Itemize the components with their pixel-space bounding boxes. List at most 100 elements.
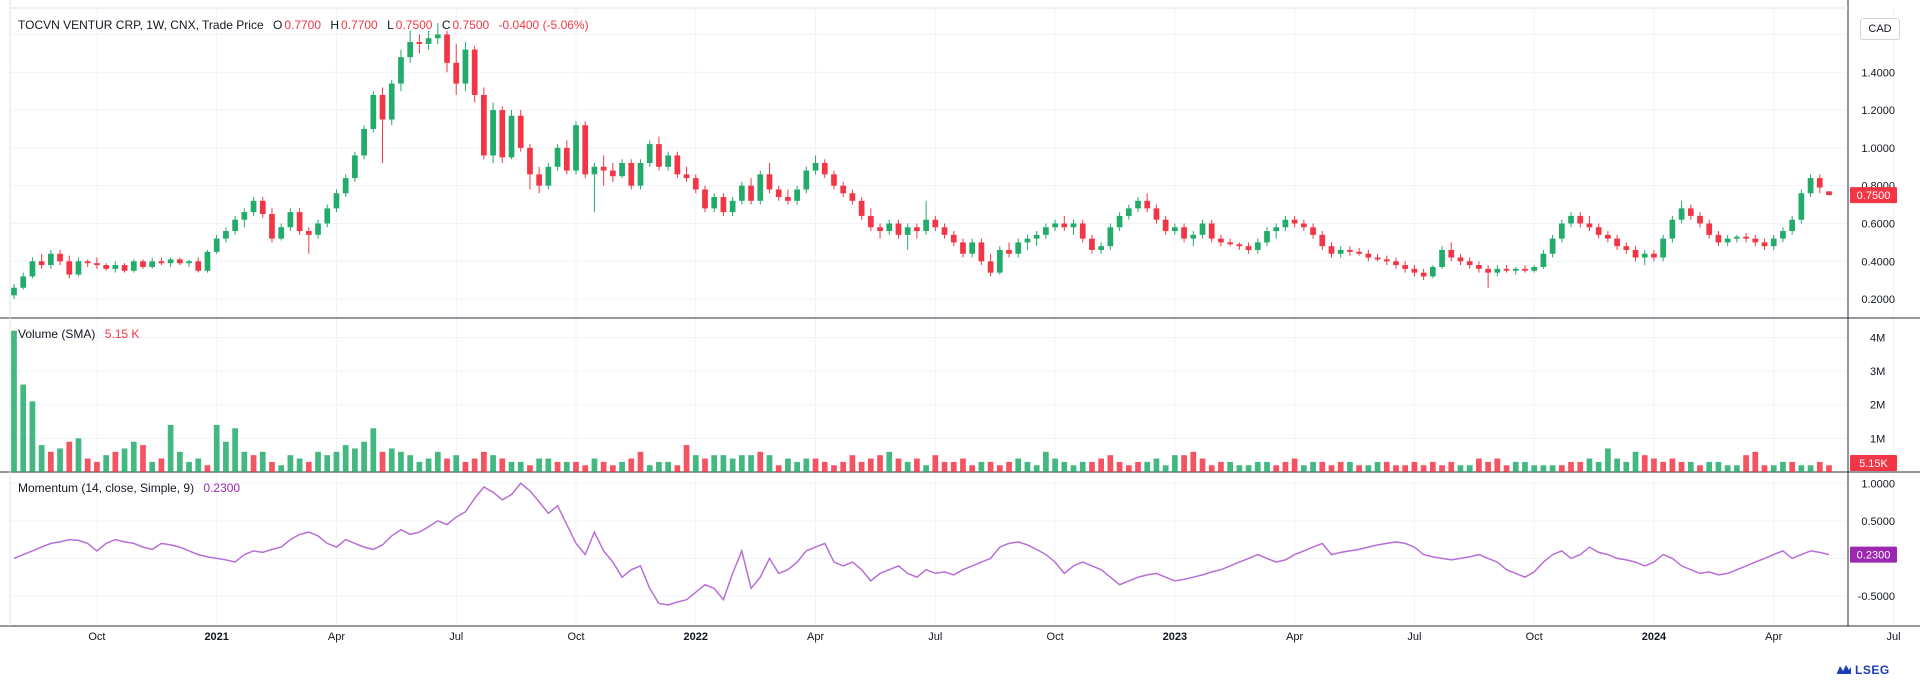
candle-body (1079, 223, 1086, 239)
volume-bar (38, 445, 45, 472)
candle-body (674, 155, 681, 175)
candle-body (932, 219, 939, 228)
volume-bar (757, 451, 764, 472)
volume-bar (1761, 465, 1768, 472)
candle-body (1089, 238, 1095, 250)
volume-bar (1337, 461, 1344, 472)
candle-body (1706, 223, 1713, 235)
candle-body (278, 227, 285, 239)
candle-body (1614, 238, 1620, 247)
candle-body (1687, 208, 1694, 216)
candle-body (1282, 219, 1289, 228)
momentum-legend-label[interactable]: Momentum (14, close, Simple, 9) (18, 481, 195, 495)
volume-bar (361, 441, 367, 472)
candle-body (204, 251, 211, 271)
volume-bar (1079, 461, 1086, 472)
volume-bar (305, 461, 312, 472)
candle-body (241, 212, 248, 220)
candle-body (112, 265, 119, 269)
volume-bar (425, 458, 432, 472)
volume-bar (1089, 461, 1095, 472)
volume-bar (932, 455, 939, 472)
volume-bar (130, 441, 137, 472)
candle-body (1015, 242, 1022, 254)
price-legend: TOCVN VENTUR CRP, 1W, CNX, Trade Price O… (18, 18, 591, 32)
volume-bar (1623, 461, 1630, 472)
candle-body (1522, 268, 1528, 271)
volume-bar (296, 458, 303, 472)
volume-bar (1328, 465, 1335, 472)
candle-body (1402, 265, 1409, 269)
volume-bar (969, 465, 976, 472)
volume-bar (619, 461, 625, 472)
candle-body (1190, 234, 1197, 239)
candle-body (1264, 231, 1270, 243)
volume-bar (877, 455, 883, 472)
candle-body (1347, 249, 1353, 252)
candle-body (692, 178, 699, 190)
volume-bar (821, 461, 828, 472)
volume-bar (1789, 461, 1796, 472)
candle-body (1605, 234, 1611, 239)
candle-body (287, 212, 294, 228)
volume-bar (1374, 461, 1381, 472)
candle-body (536, 174, 543, 186)
change-value: -0.0400 (-5.06%) (498, 18, 589, 32)
volume-bar (47, 451, 54, 472)
candle-body (720, 197, 727, 213)
candle-body (1770, 238, 1777, 247)
time-axis-tick: Apr (807, 631, 824, 643)
candle-body (1337, 249, 1344, 254)
volume-bar (1356, 465, 1362, 472)
candle-body (582, 125, 589, 175)
candle-body (1807, 178, 1814, 194)
volume-bar (1107, 455, 1114, 472)
candle-body (1734, 236, 1740, 239)
volume-bar (1439, 465, 1445, 472)
last-volume-label-bg (1850, 455, 1897, 471)
volume-bar (1780, 461, 1786, 472)
candle-body (794, 189, 800, 201)
volume-bar (1678, 461, 1685, 472)
candle-body (1586, 223, 1593, 228)
candle-body (20, 276, 27, 288)
candle-body (176, 259, 183, 264)
volume-bar (453, 455, 460, 472)
candle-body (1660, 238, 1667, 258)
time-axis-tick: Jul (1886, 631, 1900, 643)
volume-bar (1816, 461, 1823, 472)
volume-bar (1568, 461, 1574, 472)
volume-bar (527, 465, 533, 472)
candle-body (1724, 238, 1731, 243)
volume-bar (167, 424, 174, 472)
candle-body (1632, 249, 1639, 258)
volume-bar (1043, 451, 1049, 472)
last-price-label-bg (1850, 187, 1897, 204)
candle-body (858, 200, 865, 216)
volume-bar (582, 465, 589, 472)
currency-button[interactable]: CAD (1860, 18, 1900, 40)
volume-bar (1310, 461, 1316, 472)
candle-body (1254, 242, 1261, 250)
symbol-title[interactable]: TOCVN VENTUR CRP, 1W, CNX, Trade Price (18, 18, 264, 32)
candle-body (591, 166, 598, 175)
volume-bar (1024, 461, 1031, 472)
candle-body (1043, 227, 1049, 235)
candle-body (398, 57, 404, 84)
candle-body (1006, 249, 1012, 254)
volume-bar (1383, 461, 1390, 472)
candle-body (121, 265, 128, 271)
volume-legend-label[interactable]: Volume (SMA) (18, 327, 96, 341)
volume-bar (250, 455, 257, 472)
candle-body (1568, 215, 1574, 224)
candle-body (1752, 238, 1759, 243)
volume-bar (75, 438, 82, 472)
volume-bar (481, 451, 487, 472)
volume-bar (849, 455, 856, 472)
candle-body (1540, 253, 1547, 267)
candle-body (950, 234, 957, 243)
candle-body (1374, 257, 1381, 260)
candle-body (223, 231, 229, 239)
volume-bar (213, 424, 220, 472)
